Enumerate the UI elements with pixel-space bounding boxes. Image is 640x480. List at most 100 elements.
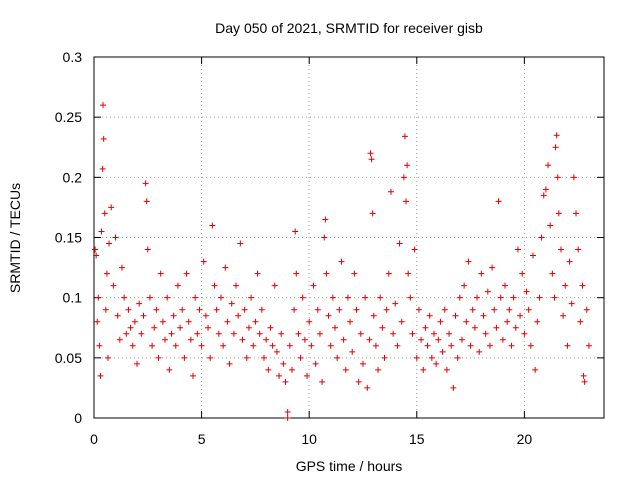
data-point: [547, 222, 554, 229]
data-point: [131, 318, 138, 325]
data-point: [560, 312, 567, 319]
data-point: [276, 372, 283, 379]
data-point: [118, 264, 125, 271]
data-point: [398, 318, 405, 325]
data-point: [269, 342, 276, 349]
data-point: [168, 330, 175, 337]
data-point: [403, 198, 410, 205]
data-point: [523, 288, 530, 295]
data-point: [297, 354, 304, 361]
data-point: [230, 330, 237, 337]
data-point: [155, 354, 162, 361]
data-point: [136, 300, 143, 307]
data-point: [549, 270, 556, 277]
data-point: [106, 240, 113, 247]
data-point: [332, 324, 339, 331]
data-point: [344, 294, 351, 301]
data-point: [134, 360, 141, 367]
data-point: [583, 306, 590, 313]
data-point: [456, 294, 463, 301]
data-point: [200, 258, 207, 265]
data-point: [102, 306, 109, 313]
data-point: [469, 306, 476, 313]
data-point: [280, 360, 287, 367]
data-point: [138, 330, 145, 337]
data-point: [383, 306, 390, 313]
data-point: [499, 336, 506, 343]
data-point: [401, 133, 408, 140]
data-point: [125, 306, 132, 313]
data-point: [379, 324, 386, 331]
data-point: [245, 324, 252, 331]
data-point: [316, 330, 323, 337]
data-point: [143, 198, 150, 205]
data-point: [441, 306, 448, 313]
data-point: [387, 188, 394, 195]
data-point: [392, 300, 399, 307]
data-point: [534, 318, 541, 325]
data-point: [514, 246, 521, 253]
data-point: [100, 135, 107, 142]
data-point: [458, 336, 465, 343]
data-point: [340, 336, 347, 343]
data-point: [424, 342, 431, 349]
data-point: [415, 306, 422, 313]
data-point: [566, 258, 573, 265]
data-point: [271, 282, 278, 289]
data-point: [146, 294, 153, 301]
data-point: [471, 324, 478, 331]
data-point: [506, 306, 513, 313]
data-point: [209, 222, 216, 229]
data-point: [96, 342, 103, 349]
data-point: [367, 150, 374, 157]
data-point: [321, 234, 328, 241]
data-point: [288, 366, 295, 373]
y-tick-label: 0.25: [55, 109, 82, 125]
data-point: [254, 270, 261, 277]
data-point: [435, 336, 442, 343]
data-point: [123, 330, 130, 337]
data-point: [263, 336, 270, 343]
data-point: [446, 330, 453, 337]
data-point: [222, 264, 229, 271]
data-point: [112, 234, 119, 241]
data-point: [284, 408, 291, 415]
data-point: [334, 354, 341, 361]
data-point: [407, 294, 414, 301]
data-point: [570, 174, 577, 181]
data-point: [580, 372, 587, 379]
data-point: [390, 330, 397, 337]
x-tick-label: 0: [90, 431, 98, 447]
data-point: [467, 342, 474, 349]
data-point: [553, 132, 560, 139]
data-point: [448, 342, 455, 349]
data-point: [555, 210, 562, 217]
data-point: [349, 348, 356, 355]
data-point: [413, 354, 420, 361]
data-point: [250, 342, 257, 349]
data-point: [396, 240, 403, 247]
data-point: [205, 324, 212, 331]
data-point: [336, 306, 343, 313]
data-point: [480, 312, 487, 319]
data-point: [377, 294, 384, 301]
data-point: [153, 306, 160, 313]
data-point: [394, 342, 401, 349]
data-point: [149, 342, 156, 349]
data-point: [127, 324, 134, 331]
data-point: [418, 336, 425, 343]
data-point: [100, 102, 107, 109]
data-point: [162, 336, 169, 343]
data-point: [183, 270, 190, 277]
data-point: [129, 342, 136, 349]
data-point: [404, 162, 411, 169]
y-tick-label: 0.1: [63, 290, 83, 306]
data-point: [211, 282, 218, 289]
data-point: [181, 354, 188, 361]
data-point: [443, 366, 450, 373]
data-point: [504, 318, 511, 325]
data-point: [322, 216, 329, 223]
data-point: [476, 348, 483, 355]
data-point: [121, 294, 128, 301]
